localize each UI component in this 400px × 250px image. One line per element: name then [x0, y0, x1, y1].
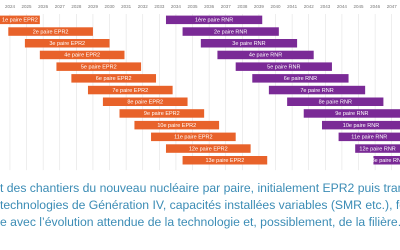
bar	[217, 50, 314, 60]
bar	[24, 39, 110, 48]
x-tick-label: 2028	[71, 4, 82, 9]
bar-label: 13e paire RNR	[369, 158, 400, 164]
bar	[235, 62, 332, 71]
x-tick-label: 2038	[237, 4, 248, 9]
bar	[182, 156, 268, 165]
x-tick-label: 2024	[5, 4, 16, 9]
bar	[200, 39, 298, 48]
bar	[303, 109, 400, 118]
bar-label: 6e paire RNR	[284, 76, 317, 82]
bar-label: 9e paire RNR	[335, 111, 368, 117]
bar-label: 1ère paire RNR	[195, 18, 233, 24]
bar	[151, 132, 236, 142]
x-tick-label: 2040	[271, 4, 282, 9]
caption-line: t des chantiers du nouveau nucléaire par…	[0, 181, 400, 195]
x-tick-label: 2041	[287, 4, 298, 9]
bar	[165, 144, 251, 153]
caption-line: e avec l’évolution attendue de la techno…	[0, 215, 400, 229]
bar-label: 4e paire RNR	[249, 53, 282, 59]
x-tick-label: 2033	[154, 4, 165, 9]
bar-label: 13e paire EPR2	[205, 158, 244, 164]
caption: t des chantiers du nouveau nucléaire par…	[0, 180, 400, 231]
x-tick-label: 2042	[304, 4, 315, 9]
x-tick-label: 2025	[22, 4, 33, 9]
x-tick-label: 2045	[353, 4, 364, 9]
bar-label: 5e paire RNR	[267, 64, 300, 70]
bar	[8, 27, 93, 36]
x-tick-label: 2044	[337, 4, 348, 9]
bar	[252, 74, 349, 83]
bar-label: 7e paire RNR	[300, 88, 333, 94]
x-tick-label: 2034	[171, 4, 182, 9]
bar	[0, 15, 40, 25]
bar	[321, 120, 400, 130]
bar	[355, 144, 400, 153]
bar	[373, 156, 400, 165]
chart: 2024 2025 2026 2027 2028 2029 2030 2031 2032 2033…	[0, 4, 400, 171]
x-tick-label: 2043	[320, 4, 331, 9]
bars: 1e paire EPR2 2e paire EPR2 3e paire EPR2 4…	[0, 15, 400, 165]
bar-label: 3e paire RNR	[232, 41, 265, 47]
bar	[102, 97, 188, 106]
bar	[134, 120, 220, 130]
x-tick-label: 2030	[105, 4, 116, 9]
bar-label: 8e paire RNR	[319, 100, 352, 106]
bar	[119, 109, 205, 118]
bar	[56, 62, 142, 71]
bar-label: 11e paire RNR	[351, 135, 387, 141]
bar-label: 2e paire EPR2	[33, 29, 69, 35]
x-tick-label: 2026	[38, 4, 49, 9]
bar-label: 1e paire EPR2	[2, 18, 38, 24]
x-tick-label: 2027	[55, 4, 66, 9]
bar	[87, 85, 173, 95]
bar-label: 6e paire EPR2	[96, 76, 132, 82]
bar-label: 11e paire EPR2	[174, 135, 212, 141]
x-tick-label: 2036	[204, 4, 215, 9]
bar-label: 12e paire EPR2	[189, 146, 228, 152]
x-tick-label: 2029	[88, 4, 99, 9]
bar-label: 8e paire EPR2	[127, 100, 163, 106]
x-tick-label: 2032	[138, 4, 149, 9]
bar	[182, 27, 279, 36]
bar-label: 12e paire RNR	[359, 146, 395, 152]
bar	[165, 15, 263, 25]
bar	[338, 132, 400, 142]
caption-line: technologies de Génération IV, capacités…	[0, 198, 400, 212]
bar	[287, 97, 384, 106]
bar-label: 5e paire EPR2	[81, 64, 117, 70]
bar	[39, 50, 125, 60]
bar	[268, 85, 366, 95]
bar	[71, 74, 157, 83]
x-tick-label: 2046	[370, 4, 381, 9]
bar-label: 3e paire EPR2	[49, 41, 85, 47]
bar-label: 2e paire RNR	[214, 29, 247, 35]
bar-label: 9e paire EPR2	[144, 111, 180, 117]
x-tick-label: 2037	[221, 4, 232, 9]
x-tick-label: 2035	[188, 4, 199, 9]
x-tick-label: 2031	[121, 4, 132, 9]
x-tick-label: 2047	[387, 4, 398, 9]
bar-label: 7e paire EPR2	[112, 88, 148, 94]
bar-label: 10e paire RNR	[343, 123, 379, 129]
x-tick-label: 2039	[254, 4, 265, 9]
bar-label: 10e paire EPR2	[157, 123, 196, 129]
bar-label: 4e paire EPR2	[64, 53, 100, 59]
